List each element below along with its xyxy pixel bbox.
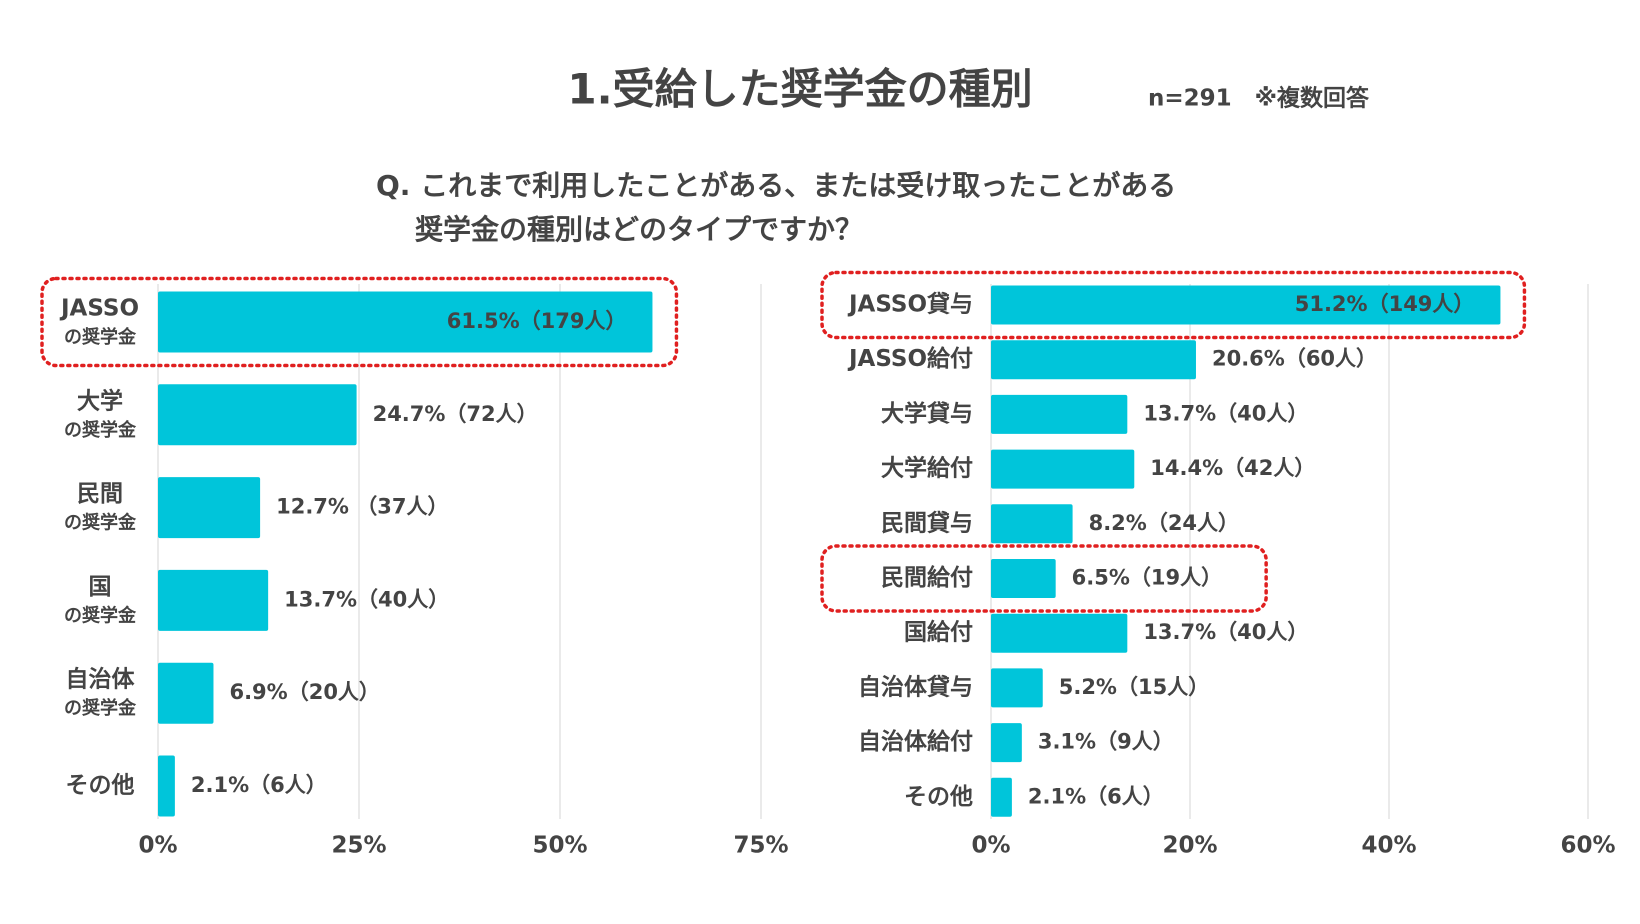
y-tick-label: の奨学金: [64, 419, 137, 441]
y-tick-label: 自治体給付: [858, 728, 973, 755]
y-tick-label: の奨学金: [64, 697, 137, 719]
y-tick-label: 国給付: [904, 619, 973, 646]
y-tick-label: JASSO給付: [847, 345, 973, 372]
y-tick-label: 大学貸与: [881, 400, 973, 427]
data-label: 51.2%（149人）: [1295, 292, 1475, 316]
data-label: 8.2%（24人）: [1089, 511, 1239, 535]
data-label: 61.5%（179人）: [447, 309, 627, 333]
y-tick-label: の奨学金: [64, 326, 137, 348]
x-tick-label: 20%: [1162, 833, 1217, 859]
note: n=291 ※複数回答: [1148, 85, 1370, 112]
bar: [991, 504, 1073, 544]
data-label: 20.6%（60人）: [1212, 347, 1377, 371]
bar: [991, 285, 1501, 325]
data-label: 14.4%（42人）: [1150, 456, 1315, 480]
x-tick-label: 75%: [733, 833, 788, 859]
data-label: 12.7% （37人）: [276, 495, 448, 519]
bar: [991, 723, 1022, 763]
highlight-box: [820, 544, 1268, 613]
y-tick-label: その他: [66, 773, 135, 799]
data-label: 5.2%（15人）: [1059, 675, 1209, 699]
bar: [158, 384, 357, 446]
y-tick-label: 国: [89, 574, 112, 600]
bar: [158, 755, 175, 817]
bar: [991, 394, 1128, 434]
data-label: 2.1%（6人）: [1028, 784, 1164, 808]
title: 1.受給した奨学金の種別: [567, 65, 1032, 114]
y-tick-label: JASSO貸与: [847, 291, 973, 318]
bar: [158, 477, 261, 539]
y-tick-label: 大学: [77, 387, 123, 414]
data-label: 3.1%（9人）: [1038, 730, 1174, 754]
bar: [991, 559, 1056, 598]
y-tick-label: 自治体貸与: [858, 673, 973, 700]
data-label: 13.7%（40人）: [284, 587, 449, 611]
y-tick-label: 民間給付: [881, 564, 973, 591]
data-label: 13.7%（40人）: [1143, 620, 1308, 644]
y-tick-label: の奨学金: [64, 512, 137, 534]
x-tick-label: 40%: [1361, 833, 1416, 859]
highlight-box: [820, 270, 1527, 340]
highlight-box: [40, 276, 679, 368]
data-label: 13.7%（40人）: [1143, 401, 1308, 425]
bar: [991, 340, 1196, 380]
x-tick-label: 0%: [971, 833, 1010, 859]
y-tick-label: 大学給付: [881, 455, 973, 482]
question: Q. これまで利用したことがある、または受け取ったことがある: [376, 169, 1176, 202]
data-label: 2.1%（6人）: [191, 773, 327, 797]
x-tick-label: 25%: [331, 833, 386, 859]
y-tick-label: 民間: [77, 481, 123, 507]
x-tick-label: 50%: [532, 833, 587, 859]
data-label: 6.5%（19人）: [1072, 566, 1222, 590]
bar: [158, 569, 269, 631]
bar: [158, 291, 653, 353]
bar: [991, 777, 1012, 817]
x-tick-label: 0%: [138, 833, 177, 859]
bar: [991, 613, 1128, 653]
y-tick-label: JASSO: [59, 296, 139, 322]
bar: [991, 668, 1043, 708]
question: 奨学金の種別はどのタイプですか？: [415, 213, 863, 246]
bar: [991, 449, 1135, 489]
y-tick-label: 自治体: [66, 666, 136, 693]
y-tick-label: の奨学金: [64, 604, 137, 626]
data-label: 6.9%（20人）: [229, 680, 379, 704]
y-tick-label: 民間貸与: [881, 509, 973, 536]
y-tick-label: その他: [904, 784, 973, 810]
x-tick-label: 60%: [1560, 833, 1615, 859]
data-label: 24.7%（72人）: [373, 402, 538, 426]
bar: [158, 662, 214, 724]
